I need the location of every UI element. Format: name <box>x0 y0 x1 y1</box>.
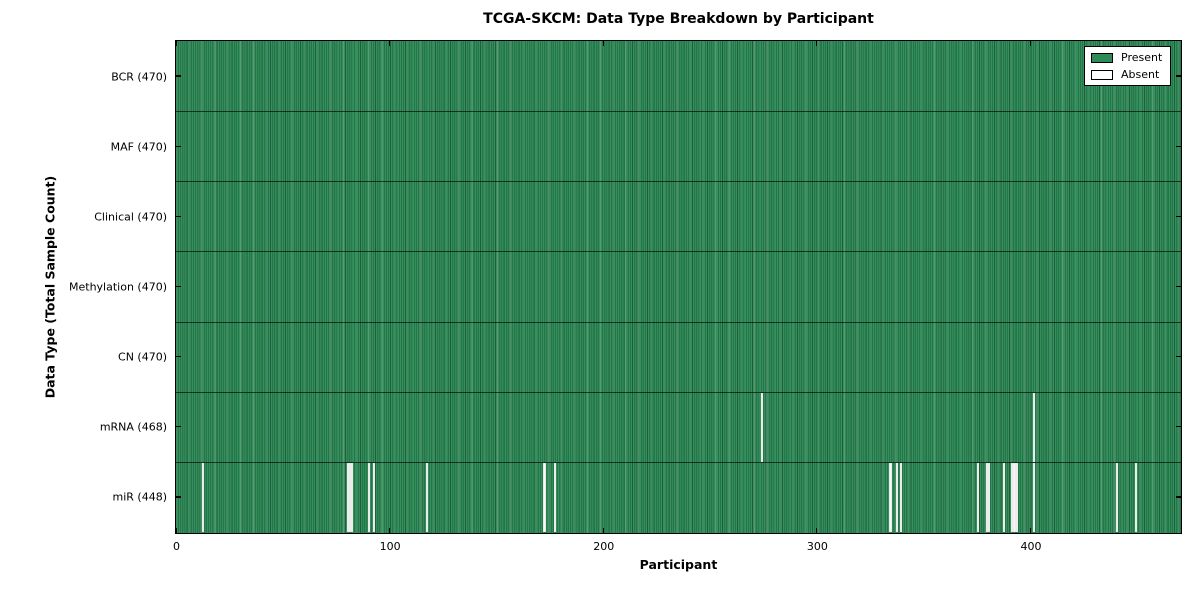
y-tick-mark <box>176 426 181 428</box>
absent-gap-mir-117 <box>425 462 429 532</box>
y-tick-label-cn: CN (470) <box>118 350 167 364</box>
absent-gap-mir-449 <box>1135 462 1138 532</box>
absent-gap-mir-80 <box>346 462 350 532</box>
y-tick-mark <box>176 215 181 217</box>
absent-gap-mir-81 <box>349 462 352 532</box>
y-tick-mark <box>1176 215 1181 217</box>
y-tick-mark <box>1176 496 1181 498</box>
x-tick-mark <box>1029 528 1032 533</box>
x-tick-mark <box>389 528 391 533</box>
absent-gap-mir-339 <box>900 462 903 532</box>
x-tick-label-0: 0 <box>173 540 180 553</box>
y-tick-mark <box>176 145 181 147</box>
absent-gap-mir-337 <box>895 462 899 532</box>
row-separator <box>176 461 1181 463</box>
x-tick-mark <box>816 528 818 533</box>
absent-gap-mir-12 <box>201 462 204 532</box>
absent-gap-mir-172 <box>543 462 546 532</box>
row-separator <box>176 181 1181 183</box>
y-axis-label: Data Type (Total Sample Count) <box>42 175 58 399</box>
x-tick-mark <box>602 41 604 46</box>
absent-gap-mrna-274 <box>761 392 764 462</box>
x-tick-label-100: 100 <box>379 540 401 553</box>
absent-gap-mir-391 <box>1011 462 1014 532</box>
y-tick-mark <box>176 75 181 77</box>
row-separator <box>176 391 1181 393</box>
legend-entry-absent: Absent <box>1091 68 1162 81</box>
absent-gap-mir-387 <box>1002 462 1005 532</box>
x-axis-label: Participant <box>639 557 718 572</box>
absent-swatch-icon <box>1091 69 1113 80</box>
absent-gap-mrna-401 <box>1032 392 1035 462</box>
y-tick-label-methylation: Methylation (470) <box>69 280 167 294</box>
y-tick-label-mir: miR (448) <box>112 490 168 504</box>
row-separator <box>176 321 1181 323</box>
x-tick-mark <box>816 41 818 46</box>
chart-title: TCGA-SKCM: Data Type Breakdown by Partic… <box>483 11 874 27</box>
x-tick-mark <box>389 41 391 46</box>
absent-gap-mir-177 <box>554 462 557 532</box>
absent-gap-mir-392 <box>1013 462 1016 532</box>
present-swatch-icon <box>1091 52 1113 63</box>
absent-gap-mir-380 <box>987 462 990 532</box>
y-tick-mark <box>176 496 181 498</box>
absent-gap-mir-92 <box>372 462 375 532</box>
y-tick-mark <box>1176 285 1181 288</box>
x-tick-mark <box>1029 41 1032 46</box>
absent-gap-mir-440 <box>1115 462 1119 532</box>
absent-gap-mir-393 <box>1015 462 1018 532</box>
absent-gap-mir-375 <box>977 462 980 532</box>
y-tick-mark <box>176 356 181 358</box>
y-tick-mark <box>1176 145 1181 147</box>
absent-gap-mir-90 <box>368 462 371 532</box>
y-tick-label-mrna: mRNA (468) <box>99 420 167 434</box>
absent-gap-mir-401 <box>1032 462 1035 532</box>
x-tick-mark <box>175 528 177 533</box>
y-tick-label-maf: MAF (470) <box>110 140 167 154</box>
row-separator <box>176 111 1181 113</box>
x-tick-label-300: 300 <box>806 540 828 553</box>
x-tick-label-200: 200 <box>593 540 615 553</box>
y-tick-label-clinical: Clinical (470) <box>94 210 167 224</box>
absent-gap-mir-334 <box>889 462 892 532</box>
absent-gap-mir-82 <box>351 462 354 532</box>
y-tick-mark <box>1176 75 1181 77</box>
row-separator <box>176 251 1181 253</box>
y-tick-mark <box>1176 356 1181 358</box>
y-tick-mark <box>1176 426 1181 428</box>
legend-label-present: Present <box>1121 51 1163 64</box>
legend-entry-present: Present <box>1091 51 1162 64</box>
absent-gap-mir-379 <box>985 462 988 532</box>
y-tick-label-bcr: BCR (470) <box>111 70 167 84</box>
legend-label-absent: Absent <box>1121 68 1160 81</box>
plot-area <box>175 40 1182 534</box>
x-tick-label-400: 400 <box>1020 540 1042 553</box>
y-tick-mark <box>176 285 181 288</box>
legend: Present Absent <box>1084 46 1172 86</box>
x-tick-mark <box>602 528 604 533</box>
x-tick-mark <box>175 41 177 46</box>
